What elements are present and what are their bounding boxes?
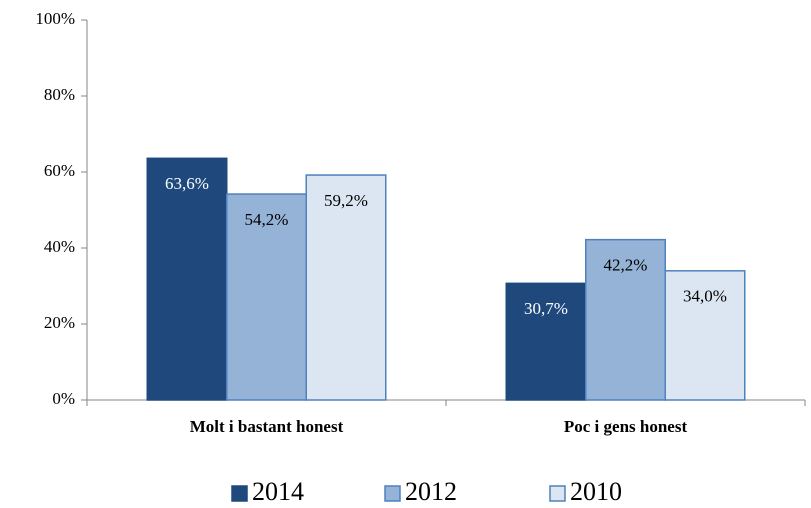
y-tick-label: 80% xyxy=(44,85,75,104)
y-tick-label: 40% xyxy=(44,237,75,256)
x-tick-label: Molt i bastant honest xyxy=(190,417,344,436)
legend-swatch xyxy=(549,485,566,502)
value-label: 42,2% xyxy=(604,256,648,275)
bar xyxy=(146,157,228,401)
bar xyxy=(585,238,666,401)
x-tick-label: Poc i gens honest xyxy=(564,417,688,436)
legend-label: 2012 xyxy=(405,477,457,506)
value-label: 34,0% xyxy=(683,287,727,306)
y-tick-label: 0% xyxy=(52,389,75,408)
value-label: 54,2% xyxy=(245,210,289,229)
y-tick-label: 100% xyxy=(35,9,75,28)
bar xyxy=(305,174,387,401)
legend-swatch xyxy=(231,485,248,502)
legend-label: 2014 xyxy=(252,477,304,506)
value-label: 59,2% xyxy=(324,191,368,210)
legend-label: 2010 xyxy=(570,477,622,506)
legend-swatch xyxy=(384,485,401,502)
y-tick-label: 60% xyxy=(44,161,75,180)
y-tick-label: 20% xyxy=(44,313,75,332)
bar xyxy=(664,270,746,401)
value-label: 63,6% xyxy=(165,174,209,193)
bar xyxy=(226,193,307,401)
value-label: 30,7% xyxy=(524,299,568,318)
